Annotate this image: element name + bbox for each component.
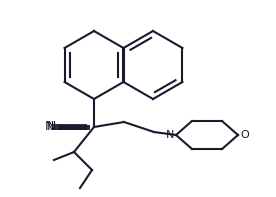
Text: N: N (46, 121, 56, 134)
Text: N: N (44, 120, 54, 133)
Text: N: N (166, 130, 174, 140)
Text: O: O (240, 130, 249, 140)
